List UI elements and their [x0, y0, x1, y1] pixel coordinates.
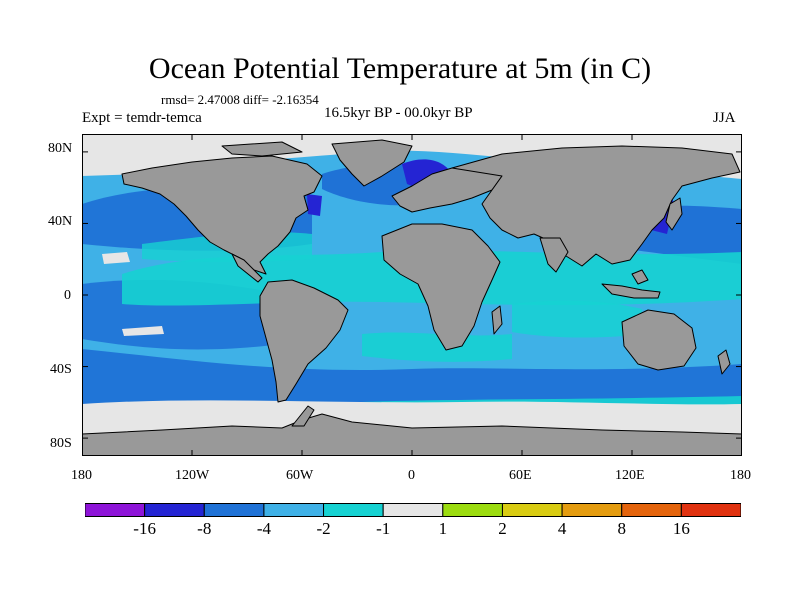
- colorbar-box-8: [561, 503, 623, 517]
- axis-ticks: [82, 134, 742, 456]
- world-map: [82, 134, 742, 456]
- colorbar-box-10: [680, 503, 741, 517]
- colorbar-label: 1: [438, 519, 448, 538]
- lon-tick-label-0: 0: [408, 468, 415, 483]
- colorbar-label: 4: [557, 519, 567, 538]
- indonesia: [601, 283, 661, 299]
- colorbar-box-1: [144, 503, 205, 517]
- stats-text: rmsd= 2.47008 diff= -2.16354: [161, 92, 319, 107]
- colorbar-box-7: [501, 503, 563, 517]
- antarctica: [82, 413, 742, 456]
- colorbar-box-9: [621, 503, 682, 517]
- colorbar-box-6: [442, 503, 503, 517]
- season-label: JJA: [713, 110, 736, 126]
- south-america: [259, 279, 349, 403]
- greenland: [331, 139, 413, 187]
- australia: [621, 309, 697, 371]
- experiment-label: Expt = temdr-temca: [82, 110, 202, 126]
- colorbar-label: -1: [376, 519, 391, 538]
- colorbar-label: 8: [617, 519, 626, 538]
- colorbar-box-3: [263, 503, 325, 517]
- lat-tick-label-40n: 40N: [48, 214, 73, 229]
- land-masses: [82, 139, 742, 456]
- plot-title: Ocean Potential Temperature at 5m (in C): [148, 52, 652, 85]
- colorbar-box-5: [382, 503, 444, 517]
- colorbar-label: -16: [133, 519, 156, 538]
- colorbar-box-2: [203, 503, 265, 517]
- lon-tick-label-180w: 180: [71, 468, 92, 483]
- lon-tick-label-120w: 120W: [175, 468, 210, 483]
- lat-tick-label-80n: 80N: [48, 141, 73, 156]
- madagascar: [491, 305, 503, 335]
- lat-tick-label-80s: 80S: [50, 436, 72, 451]
- colorbar-label: -4: [256, 519, 271, 538]
- lon-tick-label-60w: 60W: [286, 468, 314, 483]
- lon-tick-label-120e: 120E: [615, 468, 645, 483]
- colorbar-box-0: [85, 503, 146, 517]
- colorbar-label: -2: [316, 519, 331, 538]
- lat-tick-label-0: 0: [64, 288, 71, 303]
- asia: [451, 145, 741, 267]
- central-america: [231, 253, 263, 283]
- north-america: [121, 155, 323, 275]
- colorbar-label: 2: [498, 519, 507, 538]
- lon-tick-label-180e: 180: [730, 468, 751, 483]
- india: [539, 237, 569, 273]
- colorbar-label: 16: [672, 519, 690, 538]
- period-label: 16.5kyr BP - 00.0kyr BP: [324, 105, 473, 121]
- lat-tick-label-40s: 40S: [50, 362, 72, 377]
- colorbar-label: -8: [197, 519, 212, 538]
- lon-tick-label-60e: 60E: [509, 468, 532, 483]
- japan: [665, 197, 683, 231]
- colorbar-box-4: [323, 503, 384, 517]
- colorbar: [85, 503, 741, 517]
- africa: [381, 223, 501, 351]
